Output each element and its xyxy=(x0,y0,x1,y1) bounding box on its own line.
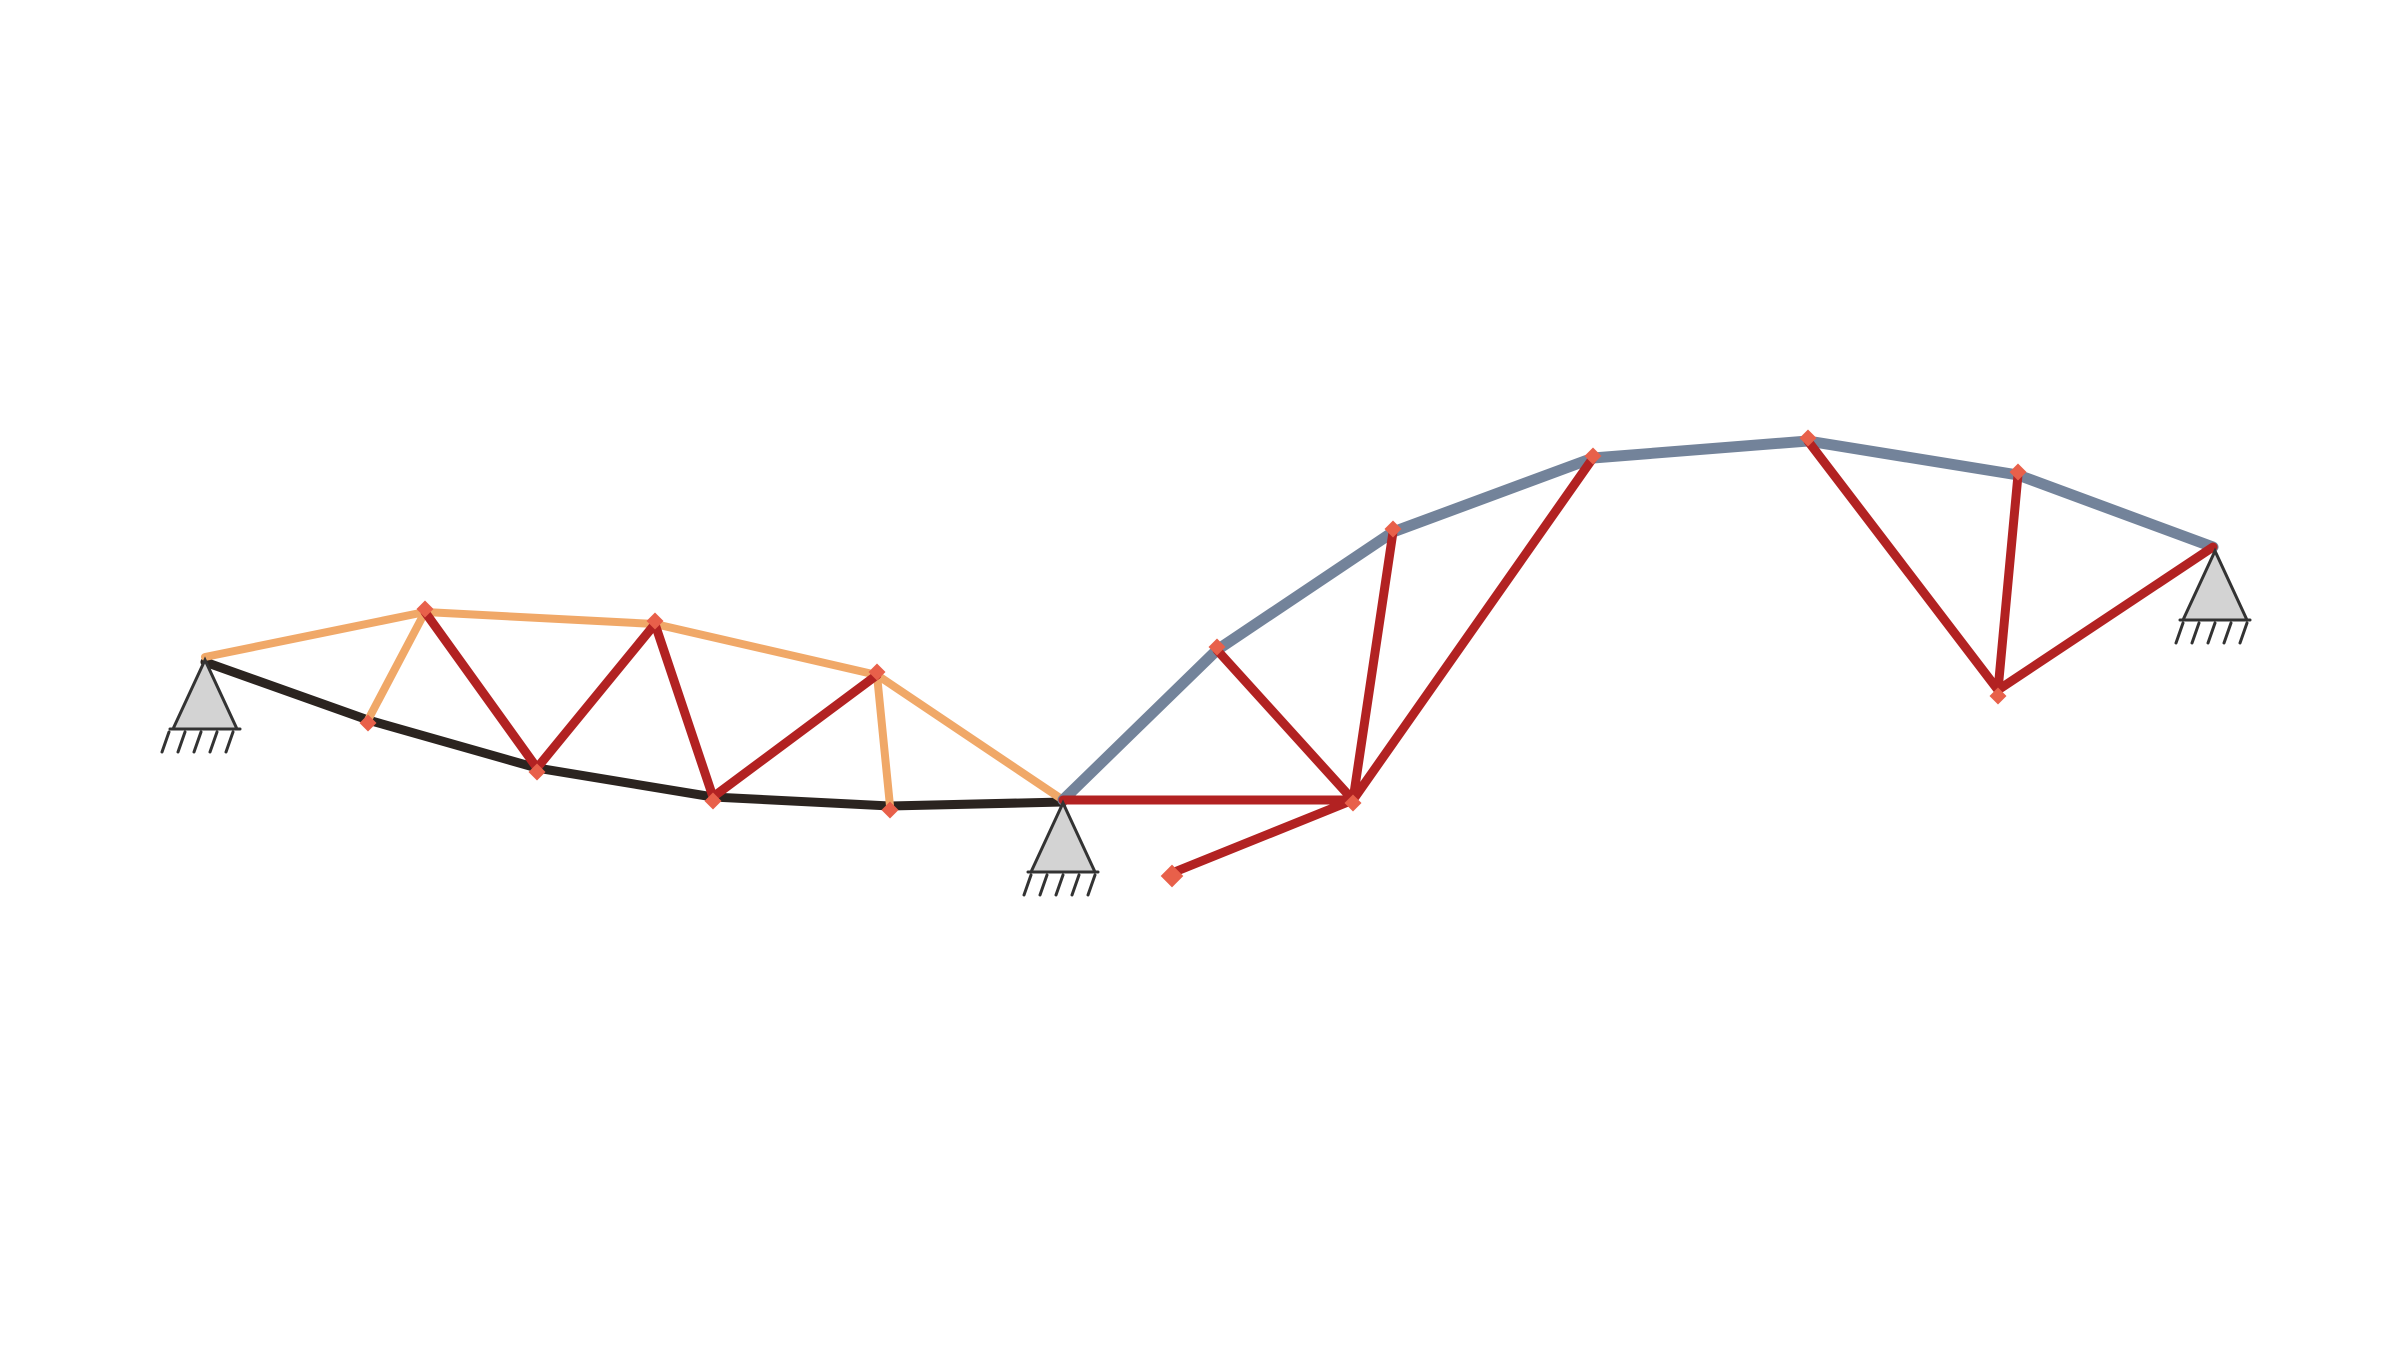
top-chord-segment xyxy=(1211,526,1399,656)
top-chord-segment xyxy=(1802,435,2024,481)
web-member-light xyxy=(873,671,894,810)
top-chord-segment xyxy=(1387,452,1599,538)
left-bottom-chord xyxy=(200,657,1068,811)
web-member xyxy=(1348,453,1598,805)
top-chord-segment xyxy=(873,671,1067,804)
support-hatching xyxy=(160,730,235,754)
joint-marker xyxy=(1344,794,1362,812)
bottom-chord-segment xyxy=(532,763,718,802)
joint-marker xyxy=(528,763,546,781)
web-member xyxy=(1348,527,1398,805)
web-member xyxy=(1993,470,2023,695)
pinned-support-middle xyxy=(1022,799,1100,897)
joint-marker xyxy=(881,801,899,819)
web-member xyxy=(1993,542,2218,695)
web-member xyxy=(650,619,718,802)
joint-marker xyxy=(359,714,377,732)
web-member xyxy=(1167,795,1358,878)
web-member xyxy=(532,619,660,773)
joint-marker xyxy=(1989,687,2007,705)
web-member xyxy=(708,670,882,802)
top-chord-segment xyxy=(1057,644,1223,806)
pinned-support-right xyxy=(2174,547,2252,645)
joint-marker xyxy=(646,612,664,630)
web-member xyxy=(1212,645,1358,805)
top-chord-segment xyxy=(421,608,659,628)
bottom-chord-segment xyxy=(708,792,895,811)
web-member xyxy=(1803,436,2003,695)
left-top-chord xyxy=(201,608,1067,810)
web-member-light xyxy=(364,608,429,724)
joint-marker xyxy=(704,792,722,810)
joint-marker xyxy=(1208,638,1226,656)
support-hatching xyxy=(2174,621,2249,645)
top-chord-segment xyxy=(201,608,429,661)
joint-marker xyxy=(416,600,434,618)
top-chord-segment xyxy=(2012,469,2219,553)
web-members xyxy=(420,436,2218,878)
bottom-chord-segment xyxy=(363,715,542,773)
top-chord-segment xyxy=(651,620,881,679)
bottom-chord-segment xyxy=(200,657,373,725)
joint-marker xyxy=(1384,520,1402,538)
top-chord-segment xyxy=(1587,435,1814,464)
joint-marker xyxy=(868,663,886,681)
right-top-chord xyxy=(1057,435,2219,806)
web-member xyxy=(420,607,542,773)
bottom-chord-segment xyxy=(885,797,1068,811)
pinned-support-left xyxy=(160,656,242,754)
support-hatching xyxy=(1022,873,1097,897)
joint-marker xyxy=(1160,864,1184,888)
